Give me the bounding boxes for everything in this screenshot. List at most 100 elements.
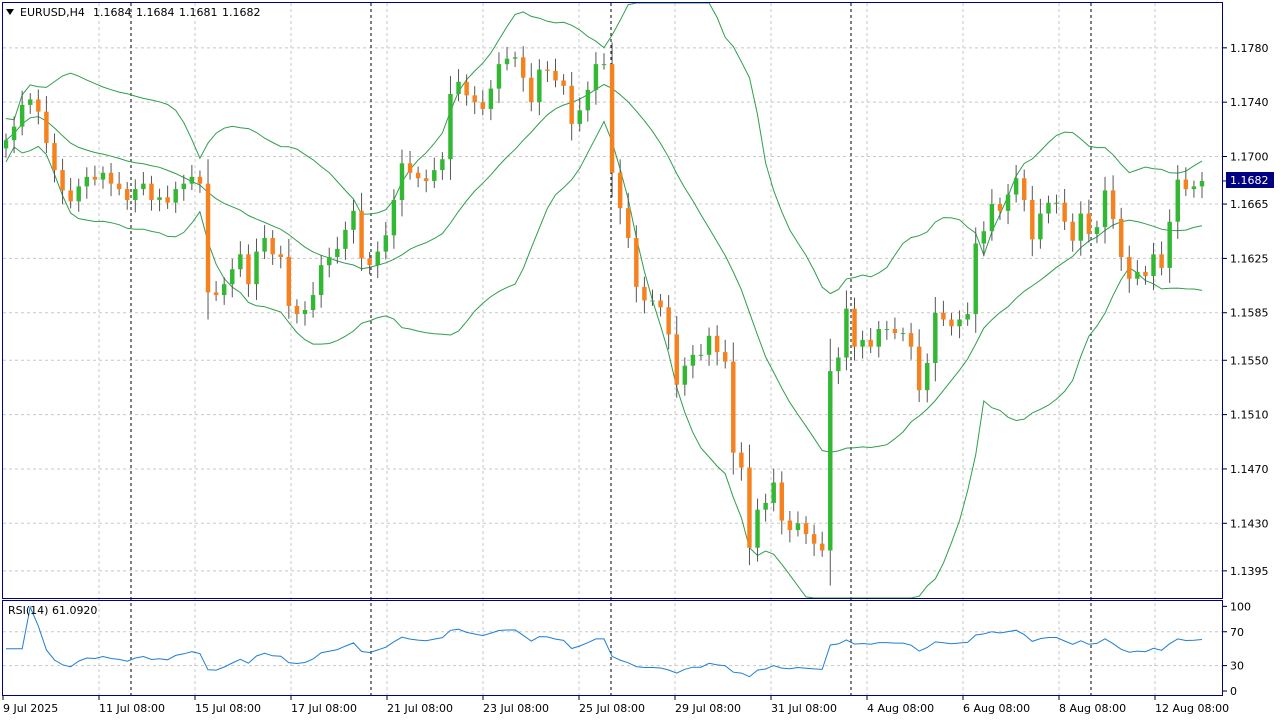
bear-candle-body (811, 534, 817, 544)
candle (650, 289, 655, 306)
rsi-axis: 100 70 30 0 (1223, 600, 1251, 698)
time-axis[interactable]: 9 Jul 2025 11 Jul 08:00 15 Jul 08:00 17 Jul… (2, 696, 1229, 715)
bull-candle-body (836, 357, 841, 372)
bear-candle-body (569, 85, 574, 124)
bear-candle-body (916, 346, 922, 391)
bollinger-bands (5, 2, 1203, 599)
bull-candle-body (157, 197, 162, 200)
bear-candle-body (731, 361, 736, 453)
price-tick-label: 1.1395 (1230, 565, 1269, 578)
bull-candle-body (1005, 194, 1011, 211)
bear-candle-body (165, 197, 170, 203)
candle (1094, 220, 1100, 244)
bull-candle-body (351, 210, 356, 230)
candle (739, 442, 744, 481)
bear-candle-body (270, 238, 275, 255)
rsi-label: RSI(14) 61.0920 (8, 604, 97, 617)
rsi-tick-label: 0 (1230, 685, 1237, 698)
main-chart-frame[interactable] (2, 2, 1223, 599)
bear-candle-body (464, 81, 469, 96)
candle (973, 227, 978, 333)
candle (181, 174, 187, 201)
candle (860, 330, 865, 359)
candle (884, 320, 890, 340)
bull-candle-body (1199, 180, 1205, 187)
price-axis[interactable]: 1.1780 1.1740 1.1700 1.1665 1.1625 1.1585 1.15… (1223, 42, 1269, 578)
bull-candle-body (795, 523, 801, 531)
bull-candle-body (981, 231, 987, 244)
candle (327, 247, 332, 278)
candle (803, 516, 809, 544)
candle (1167, 209, 1172, 283)
candle (335, 236, 340, 264)
bear-candle-body (149, 183, 154, 200)
bull-candle-body (327, 257, 332, 266)
bear-candle-body (44, 111, 49, 143)
bollinger-upper-band (5, 2, 1203, 295)
bull-candle-body (860, 339, 865, 347)
candle (512, 51, 518, 68)
bull-candle-body (690, 354, 696, 366)
candle (916, 329, 922, 403)
bollinger-middle-band (5, 83, 1203, 453)
bear-candle-body (561, 80, 566, 86)
candle (84, 167, 90, 199)
bull-candle-body (189, 176, 195, 184)
candle (690, 345, 696, 379)
bull-candle-body (1151, 254, 1156, 277)
rsi-tick-label: 100 (1230, 600, 1251, 613)
bear-candle-body (286, 257, 292, 306)
candle (488, 80, 494, 121)
candle (706, 327, 712, 366)
bear-candle-body (617, 172, 623, 209)
candle (124, 182, 130, 210)
bull-candle-body (844, 308, 849, 358)
bull-candle-body (601, 64, 607, 66)
candle (391, 189, 397, 249)
candle (941, 300, 946, 326)
candle (141, 171, 146, 196)
candle (626, 192, 631, 248)
bull-candle-body (1167, 221, 1172, 268)
bear-candle-body (197, 176, 203, 184)
bull-candle-body (399, 163, 405, 200)
bull-candle-body (682, 365, 688, 385)
candle (165, 185, 170, 209)
bear-candle-body (367, 258, 372, 266)
candle (456, 69, 461, 102)
candle (36, 89, 41, 125)
candle (747, 444, 752, 566)
candle (601, 53, 607, 70)
candle (213, 281, 219, 301)
candle (1143, 265, 1148, 285)
candle (1175, 165, 1180, 239)
candle (367, 251, 372, 275)
candle (811, 524, 817, 556)
bull-candle-body (1046, 202, 1051, 214)
bear-candle-body (472, 95, 477, 103)
bull-candle-body (577, 110, 582, 124)
triangle-down-icon[interactable] (6, 9, 14, 15)
candle (1046, 195, 1051, 224)
bull-candle-body (432, 170, 437, 181)
bear-candle-body (908, 333, 914, 347)
bull-candle-body (383, 235, 389, 252)
bull-candle-body (238, 254, 243, 270)
candle (585, 81, 591, 122)
bear-candle-body (779, 482, 785, 521)
candle (1038, 198, 1043, 249)
candle (375, 241, 380, 279)
bull-candle-body (698, 354, 704, 356)
candle (819, 531, 825, 557)
candle (359, 192, 364, 271)
bear-candle-body (1062, 202, 1067, 222)
candle (496, 52, 502, 104)
candle (836, 347, 841, 385)
candle (221, 277, 227, 305)
rsi-panel-frame[interactable] (2, 600, 1223, 696)
price-tick-label: 1.1585 (1230, 307, 1269, 320)
candle (11, 116, 17, 154)
bear-candle-body (787, 520, 793, 531)
candle (76, 178, 81, 212)
